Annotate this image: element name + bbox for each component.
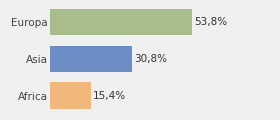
Text: 15,4%: 15,4% xyxy=(93,91,126,101)
Text: 30,8%: 30,8% xyxy=(134,54,167,64)
Bar xyxy=(50,9,192,35)
Bar xyxy=(50,45,132,72)
Bar xyxy=(50,82,91,109)
Text: 53,8%: 53,8% xyxy=(194,17,227,27)
